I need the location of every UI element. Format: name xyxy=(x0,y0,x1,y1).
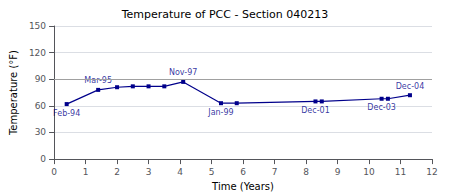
svg-text:Mar-95: Mar-95 xyxy=(84,76,112,85)
svg-text:Temperature (°F): Temperature (°F) xyxy=(8,50,19,136)
svg-text:2: 2 xyxy=(114,167,120,177)
svg-text:1: 1 xyxy=(83,167,89,177)
svg-text:90: 90 xyxy=(35,74,47,84)
svg-text:Nov-97: Nov-97 xyxy=(169,68,197,77)
svg-text:10: 10 xyxy=(363,167,375,177)
svg-text:8: 8 xyxy=(303,167,309,177)
svg-text:0: 0 xyxy=(51,167,57,177)
svg-text:120: 120 xyxy=(29,48,46,58)
svg-text:5: 5 xyxy=(209,167,215,177)
svg-text:11: 11 xyxy=(395,167,406,177)
svg-text:Temperature of PCC - Section 0: Temperature of PCC - Section 040213 xyxy=(121,8,329,21)
svg-text:Dec-03: Dec-03 xyxy=(367,103,396,112)
svg-text:60: 60 xyxy=(35,101,47,111)
svg-text:30: 30 xyxy=(35,127,47,137)
svg-text:0: 0 xyxy=(40,154,46,164)
svg-text:Time (Years): Time (Years) xyxy=(211,181,274,192)
svg-text:6: 6 xyxy=(240,167,246,177)
svg-text:4: 4 xyxy=(177,167,183,177)
svg-text:Dec-04: Dec-04 xyxy=(396,82,425,91)
svg-text:7: 7 xyxy=(272,167,278,177)
svg-text:Jan-99: Jan-99 xyxy=(207,108,233,117)
svg-text:Feb-94: Feb-94 xyxy=(53,109,80,118)
svg-text:9: 9 xyxy=(335,167,341,177)
svg-text:150: 150 xyxy=(29,21,46,31)
svg-text:3: 3 xyxy=(146,167,152,177)
svg-text:12: 12 xyxy=(426,167,437,177)
svg-text:Dec-01: Dec-01 xyxy=(301,106,330,115)
